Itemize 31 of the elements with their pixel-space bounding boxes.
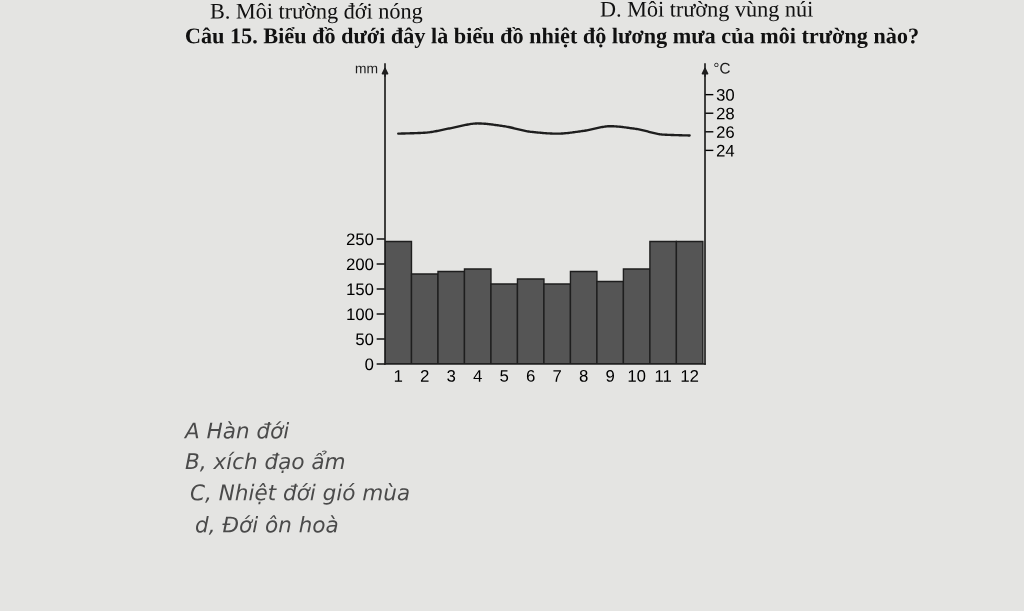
x-tick-label: 7 xyxy=(553,370,561,382)
y-tick-label: 200 xyxy=(346,258,374,271)
chart-title: Câu 15. Biểu đồ dưới đây là biểu đồ nhiệt độ lương mưa của môi trường nào? xyxy=(185,27,918,49)
x-tick-label: 6 xyxy=(526,370,535,382)
y-tick-label: 150 xyxy=(347,283,374,296)
y-tick-label: 0 xyxy=(365,358,374,371)
text: B, xích đạo ẩm xyxy=(185,450,345,473)
y2-tick-label: 24 xyxy=(716,144,735,157)
y2-tick-label: 30 xyxy=(716,89,734,101)
x-tick-label: 10 xyxy=(628,370,646,382)
x-tick-label: 3 xyxy=(447,370,456,382)
x-tick-label: 2 xyxy=(420,370,429,382)
y-tick-label: 50 xyxy=(356,333,374,346)
x-tick-label: 9 xyxy=(606,370,615,382)
y2-axis-title: °C xyxy=(714,62,730,74)
text: B. Môi trường đới nóng xyxy=(210,3,423,24)
text: D. Môi trường vùng núi xyxy=(600,1,813,22)
x-tick-label: 1 xyxy=(394,370,403,382)
y-tick-label: 100 xyxy=(347,308,374,321)
text: A Hàn đới xyxy=(183,421,290,439)
y2-tick-label: 28 xyxy=(716,107,734,120)
x-tick-label: 4 xyxy=(473,370,482,382)
text: C, Nhiệt đới gió mùa xyxy=(190,483,409,505)
y-axis-title: mm xyxy=(355,65,378,74)
x-tick-label: 8 xyxy=(579,370,588,382)
x-tick-label: 11 xyxy=(655,370,671,382)
y-tick-label: 250 xyxy=(346,233,374,246)
y2-tick-label: 26 xyxy=(716,126,734,138)
text: d, Đới ôn hoà xyxy=(195,515,338,535)
x-tick-label: 5 xyxy=(500,370,509,382)
x-tick-label: 12 xyxy=(681,370,699,382)
